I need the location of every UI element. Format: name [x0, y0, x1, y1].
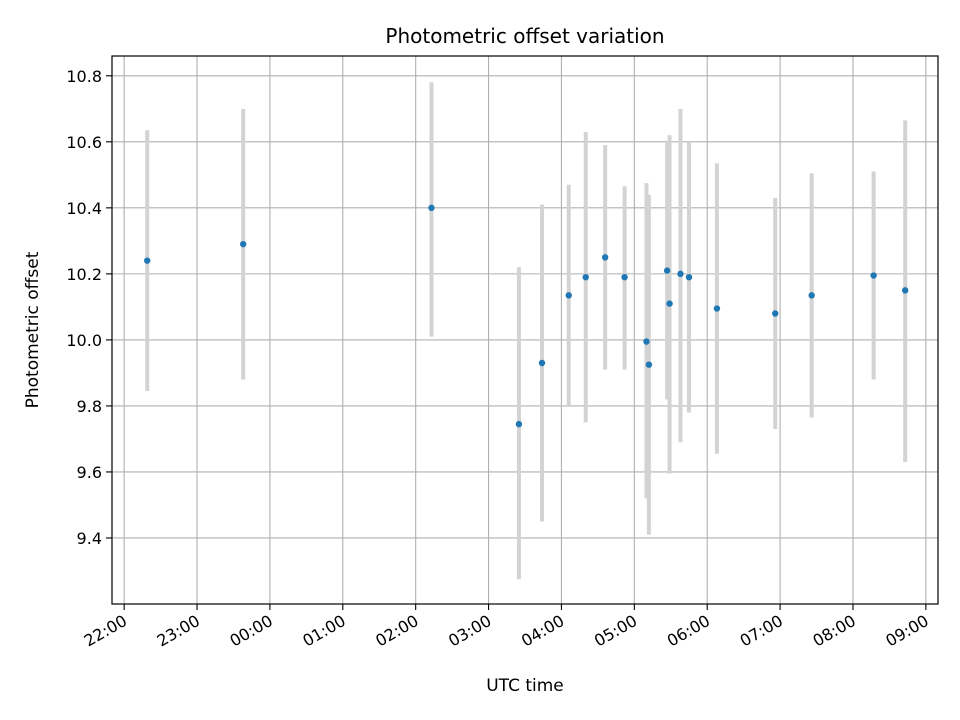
- data-point: [902, 287, 909, 294]
- y-axis-title: Photometric offset: [23, 251, 43, 408]
- y-axis-ticks: 9.4 9.6 9.8 10.0 10.2 10.4 10.6 10.8: [66, 67, 112, 548]
- data-point: [582, 273, 589, 281]
- data-point: [565, 292, 572, 299]
- data-point: [808, 292, 815, 299]
- data-point: [713, 305, 721, 312]
- y-tick-label: 10.2: [66, 265, 102, 284]
- data-point: [144, 257, 151, 264]
- data-point: [870, 272, 877, 279]
- y-tick-label: 10.8: [66, 67, 102, 86]
- data-point: [666, 300, 673, 307]
- data-point: [621, 273, 628, 281]
- data-point: [428, 204, 435, 212]
- data-point: [538, 359, 546, 367]
- data-point: [685, 273, 693, 281]
- y-tick-label: 10.4: [66, 199, 102, 218]
- y-tick-label: 10.0: [66, 331, 102, 350]
- y-tick-label: 10.6: [66, 133, 102, 152]
- data-point: [643, 338, 650, 345]
- grid: [112, 56, 938, 604]
- y-tick-label: 9.8: [77, 397, 102, 416]
- data-point: [239, 240, 247, 248]
- y-tick-label: 9.6: [77, 463, 102, 482]
- data-point: [515, 420, 523, 428]
- y-tick-label: 9.4: [77, 529, 102, 548]
- data-point: [601, 254, 609, 261]
- x-axis-title: UTC time: [486, 676, 564, 696]
- data-point: [677, 270, 684, 278]
- data-point: [645, 361, 653, 368]
- chart-title: Photometric offset variation: [385, 24, 664, 48]
- plot-frame: [111, 55, 939, 605]
- data-point: [772, 310, 779, 317]
- data-points: [144, 204, 909, 428]
- data-point: [663, 267, 671, 274]
